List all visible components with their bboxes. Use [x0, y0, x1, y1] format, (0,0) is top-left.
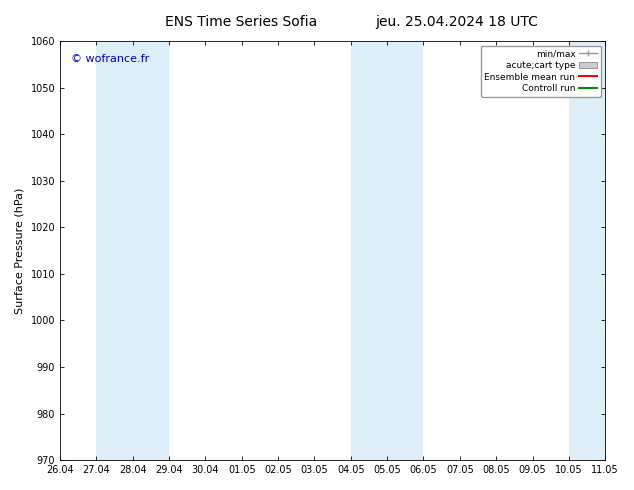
Y-axis label: Surface Pressure (hPa): Surface Pressure (hPa): [15, 187, 25, 314]
Text: ENS Time Series Sofia: ENS Time Series Sofia: [165, 15, 317, 29]
Legend: min/max, acute;cart type, Ensemble mean run, Controll run: min/max, acute;cart type, Ensemble mean …: [481, 46, 600, 97]
Bar: [351, 41, 387, 460]
Text: © wofrance.fr: © wofrance.fr: [71, 53, 149, 64]
Bar: [96, 41, 133, 460]
Bar: [569, 41, 605, 460]
Bar: [133, 41, 169, 460]
Bar: [387, 41, 424, 460]
Text: jeu. 25.04.2024 18 UTC: jeu. 25.04.2024 18 UTC: [375, 15, 538, 29]
